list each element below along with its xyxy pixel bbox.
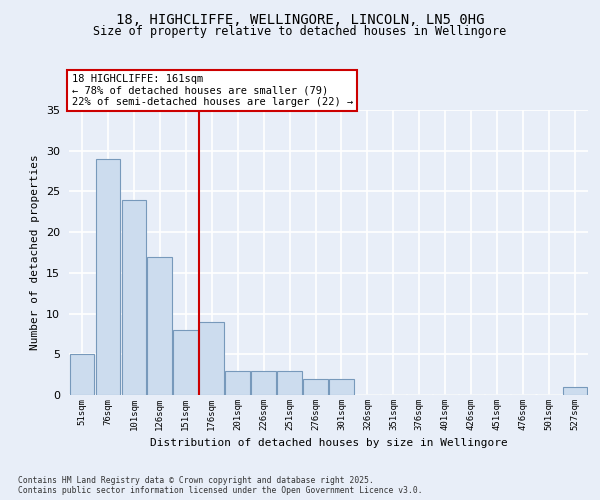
Bar (226, 370, 250, 395)
Text: 18, HIGHCLIFFE, WELLINGORE, LINCOLN, LN5 0HG: 18, HIGHCLIFFE, WELLINGORE, LINCOLN, LN5… (116, 12, 484, 26)
Bar (148, 256, 172, 395)
Bar (122, 200, 146, 395)
Bar (329, 378, 354, 395)
Bar (70, 354, 94, 395)
Bar (277, 370, 302, 395)
X-axis label: Distribution of detached houses by size in Wellingore: Distribution of detached houses by size … (149, 438, 508, 448)
Bar (251, 370, 276, 395)
Bar (563, 387, 587, 395)
Text: Contains HM Land Registry data © Crown copyright and database right 2025.: Contains HM Land Registry data © Crown c… (18, 476, 374, 485)
Bar (173, 330, 198, 395)
Y-axis label: Number of detached properties: Number of detached properties (30, 154, 40, 350)
Bar (199, 322, 224, 395)
Bar (95, 159, 120, 395)
Bar (303, 378, 328, 395)
Text: Size of property relative to detached houses in Wellingore: Size of property relative to detached ho… (94, 25, 506, 38)
Text: Contains public sector information licensed under the Open Government Licence v3: Contains public sector information licen… (18, 486, 422, 495)
Text: 18 HIGHCLIFFE: 161sqm
← 78% of detached houses are smaller (79)
22% of semi-deta: 18 HIGHCLIFFE: 161sqm ← 78% of detached … (71, 74, 353, 107)
